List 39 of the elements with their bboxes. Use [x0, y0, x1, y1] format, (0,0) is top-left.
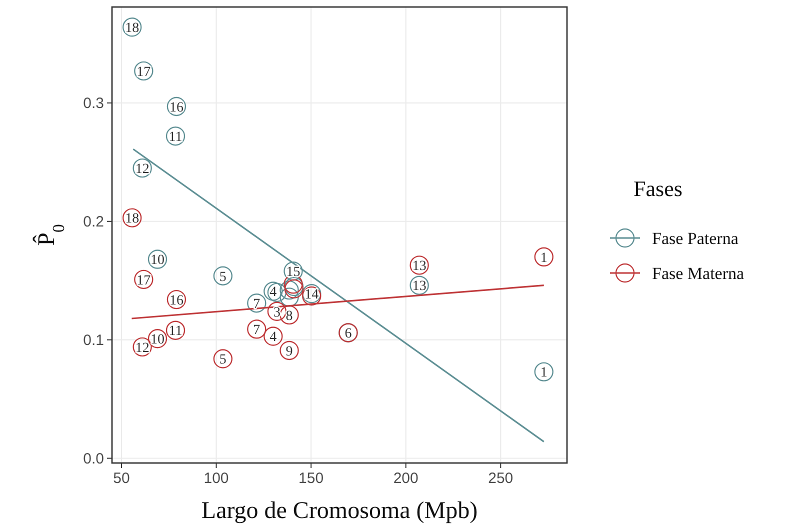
y-tick-label: 0.2 — [83, 214, 104, 231]
annotation: 17 — [136, 273, 151, 288]
annotation: 11 — [168, 324, 182, 340]
legend-label: Fase Materna — [652, 264, 744, 283]
annotation: 3 — [273, 305, 280, 320]
x-tick-label: 150 — [298, 470, 324, 487]
annotation: 9 — [286, 344, 293, 360]
y-tick-label: 0.1 — [83, 332, 104, 350]
annotation: 17 — [136, 64, 151, 80]
y-tick-label: 0.3 — [83, 95, 104, 112]
annotation: 16 — [169, 100, 184, 116]
annotation: 16 — [169, 293, 184, 308]
x-tick-label: 50 — [113, 470, 130, 487]
annotation: 8 — [286, 308, 293, 324]
x-tick-label: 200 — [393, 470, 418, 487]
annotation: 10 — [150, 332, 164, 348]
annotation: 12 — [135, 162, 150, 177]
annotation: 10 — [150, 253, 164, 268]
legend-title: Fases — [634, 176, 682, 201]
annotation: 4 — [270, 285, 277, 300]
x-axis-title: Largo de Cromosoma (Mpb) — [201, 498, 478, 524]
annotation: 13 — [412, 279, 426, 294]
annotation: 5 — [219, 352, 226, 368]
annotation: 7 — [253, 323, 260, 338]
annotation: 5 — [219, 270, 226, 285]
annotation: 4 — [270, 330, 277, 346]
annotation: 1 — [540, 250, 548, 266]
annotation: 18 — [125, 21, 140, 36]
x-tick-label: 250 — [488, 470, 514, 487]
annotation: 12 — [135, 340, 150, 356]
legend-label: Fase Paterna — [652, 228, 739, 248]
x-tick-label: 100 — [204, 470, 229, 487]
annotation: 18 — [125, 212, 140, 227]
annotation: 1 — [540, 366, 548, 381]
annotation: 14 — [304, 288, 319, 303]
annotation: 11 — [168, 130, 182, 145]
y-tick-label: 0.0 — [83, 450, 104, 468]
annotation: 6 — [344, 326, 352, 342]
annotation: 13 — [412, 259, 426, 274]
